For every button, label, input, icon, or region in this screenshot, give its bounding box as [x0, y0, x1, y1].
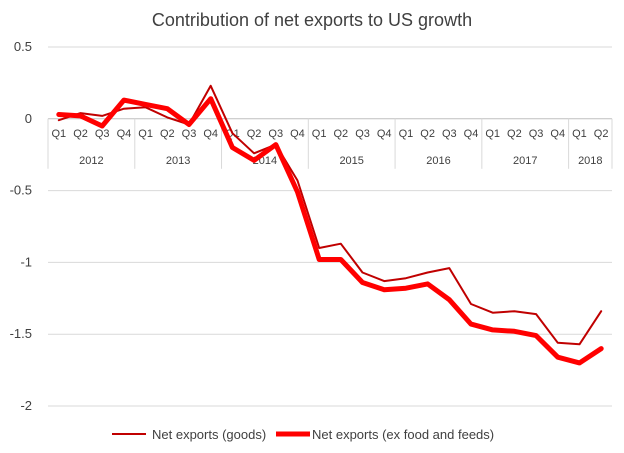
x-axis: Q1 Q2 Q3 Q4 Q1 Q2 Q3 Q4 Q1 Q2 Q3 Q4 Q1 Q2 Q3 Q4 Q1 Q2 Q3 Q4… [47, 118, 613, 169]
x-tick-label: Q4 [464, 128, 479, 140]
x-tick-label: Q1 [52, 128, 67, 140]
x-tick-label: Q2 [160, 128, 175, 140]
legend-label: Net exports (goods) [152, 427, 266, 442]
x-tick-label: Q1 [138, 128, 153, 140]
x-tick-label: Q4 [203, 128, 218, 140]
year-label: 2012 [79, 155, 103, 167]
year-label: 2016 [426, 155, 450, 167]
y-axis: 0.5 0 -0.5 -1 -1.5 -2 [10, 39, 32, 413]
x-tick-label: Q2 [73, 128, 88, 140]
legend-label: Net exports (ex food and feeds) [312, 427, 494, 442]
year-label: 2018 [578, 155, 602, 167]
x-tick-label: Q2 [594, 128, 609, 140]
x-tick-label: Q3 [182, 128, 197, 140]
x-tick-label: Q1 [572, 128, 587, 140]
year-label: 2015 [339, 155, 363, 167]
y-tick-label: -2 [20, 398, 32, 413]
y-tick-label: -1.5 [10, 326, 32, 341]
x-tick-label: Q4 [550, 128, 565, 140]
series-line [57, 84, 603, 346]
x-tick-label: Q3 [268, 128, 283, 140]
x-tick-label: Q3 [355, 128, 370, 140]
year-label: 2017 [513, 155, 537, 167]
x-tick-label: Q3 [442, 128, 457, 140]
x-tick-label: Q4 [290, 128, 305, 140]
y-tick-label: -1 [20, 254, 32, 269]
y-tick-label: -0.5 [10, 183, 32, 198]
y-tick-label: 0 [25, 111, 32, 126]
x-tick-label: Q2 [334, 128, 349, 140]
series-line [56, 96, 604, 366]
series-lines [56, 84, 604, 366]
legend: Net exports (goods) Net exports (ex food … [112, 427, 494, 442]
x-tick-label: Q2 [507, 128, 522, 140]
x-tick-label: Q1 [485, 128, 500, 140]
x-tick-label: Q3 [95, 128, 110, 140]
x-tick-label: Q2 [420, 128, 435, 140]
x-tick-label: Q4 [377, 128, 392, 140]
x-tick-label: Q4 [117, 128, 132, 140]
chart-title: Contribution of net exports to US growth [152, 10, 472, 30]
x-tick-label: Q1 [312, 128, 327, 140]
x-tick-label: Q3 [529, 128, 544, 140]
y-tick-label: 0.5 [14, 39, 32, 54]
year-label: 2013 [166, 155, 190, 167]
x-tick-label: Q2 [247, 128, 262, 140]
x-tick-label: Q1 [399, 128, 414, 140]
